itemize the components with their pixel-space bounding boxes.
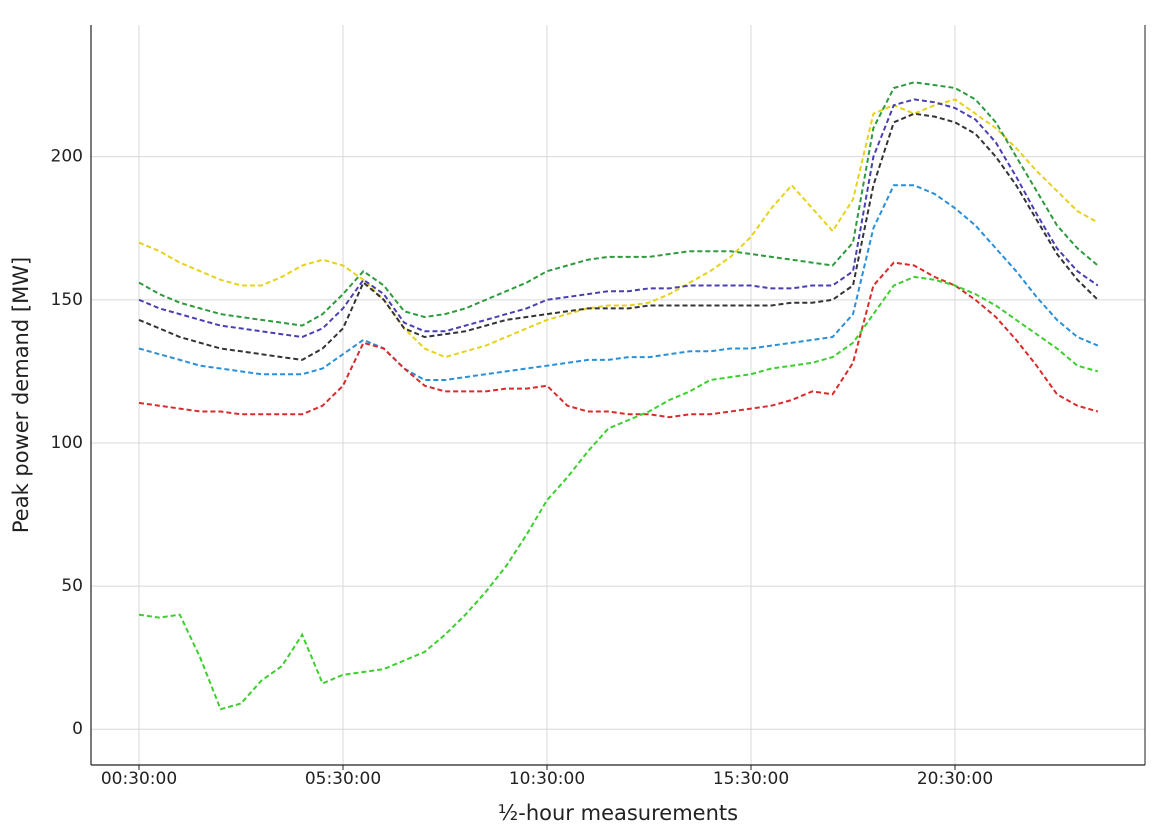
series-line	[138, 275, 1099, 711]
series-line	[138, 261, 1099, 419]
series-line	[138, 184, 1099, 381]
y-tick-label: 100	[51, 433, 83, 453]
series-line	[138, 98, 1099, 359]
x-tick-label: 20:30:00	[917, 769, 993, 789]
series-line	[138, 112, 1099, 361]
y-tick-label: 0	[72, 719, 83, 739]
y-tick-label: 50	[61, 576, 83, 596]
series-line	[138, 98, 1099, 339]
x-tick-label: 05:30:00	[305, 769, 381, 789]
y-axis-label: Peak power demand [MW]	[9, 257, 33, 533]
x-axis-label: ½-hour measurements	[498, 801, 738, 825]
series-line	[138, 81, 1099, 327]
y-tick-label: 150	[51, 290, 83, 310]
x-tick-label: 15:30:00	[713, 769, 789, 789]
x-tick-label: 10:30:00	[509, 769, 585, 789]
y-tick-label: 200	[51, 147, 83, 167]
x-tick-label: 00:30:00	[101, 769, 177, 789]
